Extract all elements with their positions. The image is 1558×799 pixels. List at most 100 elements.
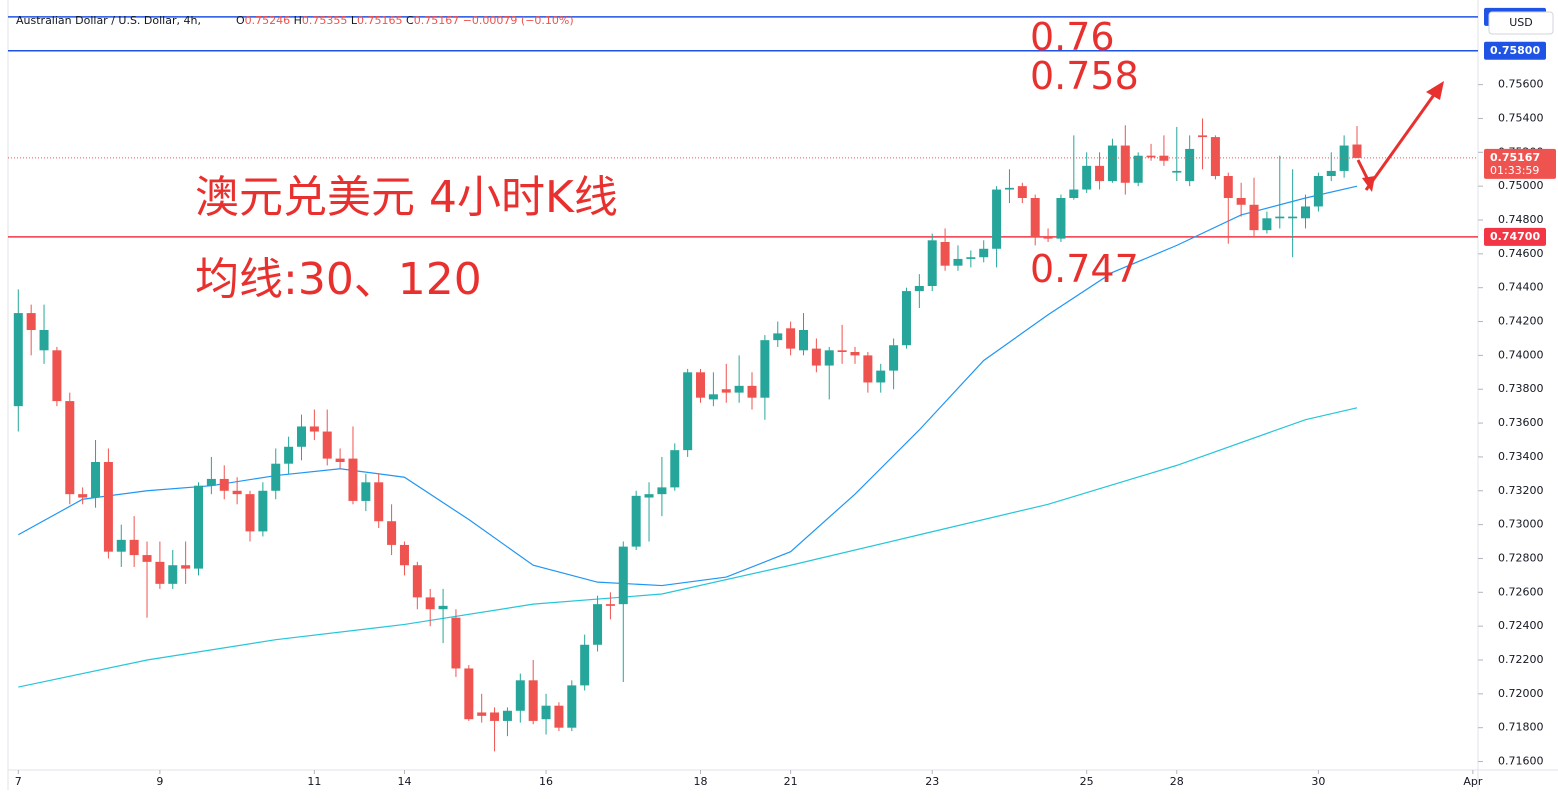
candle-body bbox=[1185, 148, 1195, 182]
candle-body bbox=[271, 463, 281, 491]
candle-body bbox=[554, 705, 564, 728]
candle bbox=[39, 304, 49, 364]
y-tick-label: 0.74600 bbox=[1498, 247, 1544, 260]
level-annotation: 0.758 bbox=[1030, 54, 1139, 98]
y-tick-label: 0.72200 bbox=[1498, 653, 1544, 666]
candle-body bbox=[683, 372, 693, 451]
y-tick-label: 0.72800 bbox=[1498, 551, 1544, 564]
candle bbox=[1301, 194, 1311, 229]
candle bbox=[786, 321, 796, 356]
candle-body bbox=[142, 555, 152, 562]
candle-body bbox=[1069, 189, 1079, 198]
candle-body bbox=[502, 710, 512, 721]
x-tick-label: 11 bbox=[307, 775, 321, 788]
candle-body bbox=[708, 394, 718, 400]
y-tick-label: 0.75000 bbox=[1498, 179, 1544, 192]
candle bbox=[992, 186, 1002, 268]
candle-body bbox=[837, 350, 847, 352]
y-tick-label: 0.73600 bbox=[1498, 416, 1544, 429]
candle bbox=[850, 346, 860, 364]
candle bbox=[605, 592, 615, 620]
candle-body bbox=[901, 291, 911, 346]
candle-body bbox=[580, 644, 590, 686]
candle bbox=[966, 250, 976, 268]
candle-body bbox=[412, 565, 422, 598]
candle bbox=[1133, 152, 1143, 187]
level-annotation: 0.76 bbox=[1030, 15, 1115, 59]
candle bbox=[245, 490, 255, 542]
candle bbox=[52, 346, 62, 407]
candle bbox=[502, 707, 512, 737]
candle bbox=[451, 609, 461, 677]
y-tick-label: 0.71600 bbox=[1498, 755, 1544, 768]
candle bbox=[657, 456, 667, 517]
candle-body bbox=[425, 597, 435, 610]
candle bbox=[940, 228, 950, 271]
candle bbox=[1030, 194, 1040, 246]
currency-box[interactable] bbox=[1488, 11, 1554, 35]
y-tick-label: 0.73000 bbox=[1498, 518, 1544, 531]
candle bbox=[1082, 152, 1092, 193]
candle bbox=[103, 448, 113, 559]
candle bbox=[837, 324, 847, 364]
candle bbox=[258, 482, 268, 537]
y-tick-label: 0.73200 bbox=[1498, 484, 1544, 497]
candle bbox=[155, 541, 165, 589]
candle-body bbox=[927, 240, 937, 286]
candle-body bbox=[245, 494, 255, 532]
candle bbox=[1107, 138, 1117, 183]
candle-body bbox=[1056, 198, 1066, 239]
candle bbox=[26, 304, 36, 356]
arrow-head bbox=[1362, 176, 1375, 192]
candle-body bbox=[515, 680, 525, 711]
candle-body bbox=[490, 712, 500, 721]
candle bbox=[1223, 172, 1233, 244]
candle-body bbox=[1288, 216, 1298, 219]
candle-body bbox=[824, 350, 834, 366]
candle bbox=[309, 409, 319, 440]
candle-body bbox=[657, 487, 667, 495]
ohlc-value: 0.75355 bbox=[301, 14, 348, 27]
candle bbox=[618, 541, 628, 682]
arrows bbox=[1356, 81, 1444, 192]
candle bbox=[1249, 177, 1259, 237]
candle-body bbox=[1275, 216, 1285, 219]
candle-body bbox=[52, 350, 62, 402]
candle bbox=[91, 440, 101, 508]
currency[interactable]: USD bbox=[1509, 16, 1533, 29]
candle bbox=[644, 482, 654, 542]
price-level-box bbox=[1484, 227, 1546, 246]
candle-body bbox=[438, 605, 448, 610]
candle bbox=[708, 372, 718, 407]
candle bbox=[1326, 152, 1336, 182]
arrow-head bbox=[1426, 81, 1444, 100]
candle bbox=[129, 516, 139, 567]
y-tick-label: 0.72400 bbox=[1498, 619, 1544, 632]
candle bbox=[1275, 155, 1285, 229]
candle-body bbox=[1198, 135, 1208, 138]
x-tick-label: 23 bbox=[925, 775, 939, 788]
candle bbox=[361, 473, 371, 512]
candle bbox=[1017, 182, 1027, 204]
candle-body bbox=[1339, 145, 1349, 171]
candle-body bbox=[605, 604, 615, 606]
candle bbox=[464, 665, 474, 721]
candle-body bbox=[747, 385, 757, 398]
x-tick-label: 30 bbox=[1311, 775, 1325, 788]
candle-body bbox=[374, 482, 384, 522]
candle bbox=[296, 414, 306, 461]
candle-body bbox=[811, 348, 821, 366]
candle-body bbox=[850, 352, 860, 356]
candle-body bbox=[1172, 170, 1182, 173]
candle-body bbox=[1301, 206, 1311, 219]
candle bbox=[219, 465, 229, 500]
candle-body bbox=[631, 495, 641, 547]
x-tick-label: 16 bbox=[539, 775, 553, 788]
candle-body bbox=[1352, 144, 1362, 158]
candle bbox=[425, 588, 435, 627]
candle-body bbox=[65, 401, 75, 495]
level-annotation: 0.747 bbox=[1030, 247, 1139, 291]
candle-body bbox=[1210, 137, 1220, 176]
candle-body bbox=[889, 345, 899, 371]
